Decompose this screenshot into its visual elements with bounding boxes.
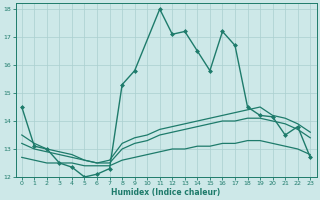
X-axis label: Humidex (Indice chaleur): Humidex (Indice chaleur): [111, 188, 221, 197]
